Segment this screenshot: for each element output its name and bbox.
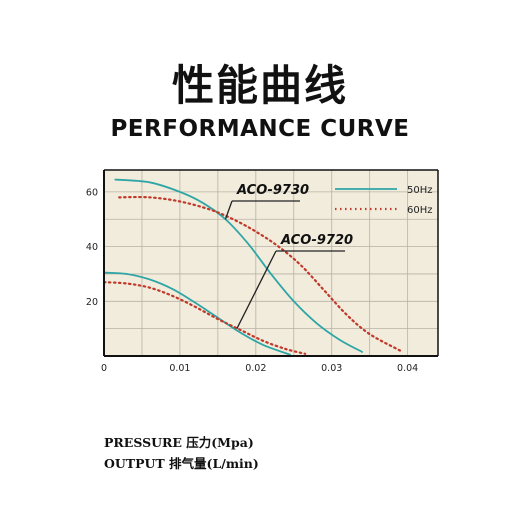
y-tick-label: 40: [86, 242, 98, 253]
x-tick-label: 0.03: [321, 363, 342, 374]
series-line-2: [103, 271, 291, 356]
series-line-0: [114, 178, 363, 353]
annotation-label: ACO-9730: [236, 183, 309, 198]
series-line-3: [102, 281, 307, 355]
x-tick-label: 0.04: [397, 363, 418, 374]
x-axis-caption: OUTPUT 排气量(L/min): [104, 456, 259, 471]
annotation-label: ACO-9720: [280, 233, 353, 248]
x-tick-label: 0.02: [245, 363, 266, 374]
axis-frame: [103, 169, 439, 357]
y-tick-label: 20: [86, 297, 98, 308]
y-axis-caption: PRESSURE 压力(Mpa): [104, 435, 254, 450]
chart-title-cn: 性能曲线: [171, 61, 348, 110]
tick-labels: 0 0.01 0.02 0.03 0.04 20 40 60: [86, 187, 418, 374]
annotations: ACO-9730 ACO-9720: [224, 183, 353, 329]
series-lines: [102, 178, 402, 356]
legend-label: 50Hz: [407, 185, 433, 196]
annotation-leader: [236, 250, 277, 329]
y-tick-label: 60: [86, 187, 98, 198]
x-tick-label: 0: [101, 363, 107, 374]
x-tick-label: 0.01: [169, 363, 190, 374]
chart-title-en: PERFORMANCE CURVE: [110, 116, 410, 142]
series-line-1: [118, 195, 402, 352]
legend-label: 60Hz: [407, 205, 433, 216]
annotation-leader: [224, 200, 233, 220]
legend: 50Hz 60Hz: [335, 185, 433, 216]
